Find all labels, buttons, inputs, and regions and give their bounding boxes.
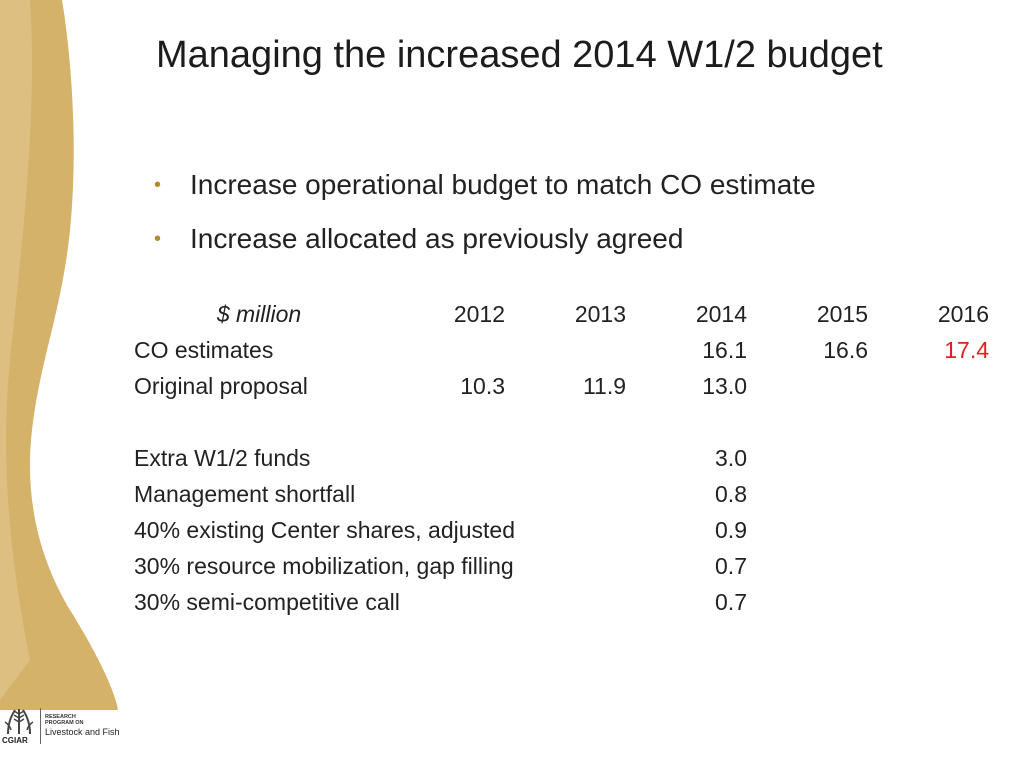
table-cell xyxy=(384,440,505,476)
slide-title: Managing the increased 2014 W1/2 budget xyxy=(156,34,883,76)
row-label: CO estimates xyxy=(134,337,274,363)
table-row-management-shortfall: Management shortfall 0.8 xyxy=(134,476,989,512)
table-cell xyxy=(747,512,868,548)
table-cell: 0.9 xyxy=(715,517,747,543)
table-cell-highlight: 17.4 xyxy=(944,337,989,363)
row-label: 40% existing Center shares, adjusted xyxy=(134,517,515,543)
table-cell xyxy=(868,584,989,620)
row-label: Extra W1/2 funds xyxy=(134,445,311,471)
table-cell xyxy=(868,512,989,548)
table-cell: 11.9 xyxy=(582,373,626,399)
table-cell xyxy=(747,584,868,620)
row-label: Management shortfall xyxy=(134,481,356,507)
table-cell xyxy=(505,404,626,440)
table-header-row: $ million 2012 2013 2014 2015 2016 xyxy=(134,296,989,332)
budget-table: $ million 2012 2013 2014 2015 2016 CO es… xyxy=(134,296,989,620)
table-cell: 0.7 xyxy=(715,589,747,615)
unit-header: $ million xyxy=(216,301,302,327)
bullet-item: • Increase allocated as previously agreed xyxy=(152,220,816,274)
bullet-text: Increase allocated as previously agreed xyxy=(190,223,684,254)
table-cell xyxy=(868,476,989,512)
table-cell xyxy=(747,368,868,404)
row-label: 30% semi-competitive call xyxy=(134,589,400,615)
table-cell xyxy=(626,404,747,440)
bullet-text: Increase operational budget to match CO … xyxy=(190,169,816,200)
table-cell xyxy=(747,548,868,584)
table-row-resource-mobilization: 30% resource mobilization, gap filling 0… xyxy=(134,548,989,584)
year-header: 2014 xyxy=(695,301,747,327)
table-cell: 16.6 xyxy=(823,337,868,363)
table-row-extra-funds: Extra W1/2 funds 3.0 xyxy=(134,440,989,476)
table-cell xyxy=(384,404,505,440)
table-cell xyxy=(747,476,868,512)
table-cell: 10.3 xyxy=(460,373,505,399)
table-cell: 3.0 xyxy=(715,445,747,471)
year-header: 2012 xyxy=(453,301,505,327)
row-label xyxy=(134,404,384,440)
year-header: 2015 xyxy=(816,301,868,327)
table-row-semi-competitive-call: 30% semi-competitive call 0.7 xyxy=(134,584,989,620)
program-logo: CGIAR RESEARCH PROGRAM ON Livestock and … xyxy=(0,702,130,752)
table-cell xyxy=(747,440,868,476)
table-row-co-estimates: CO estimates 16.1 16.6 17.4 xyxy=(134,332,989,368)
program-name: Livestock and Fish xyxy=(45,727,120,737)
wheat-leaf-logo-icon xyxy=(4,709,34,735)
year-header: 2016 xyxy=(937,301,989,327)
row-label: Original proposal xyxy=(134,373,308,399)
table-row-original-proposal: Original proposal 10.3 11.9 13.0 xyxy=(134,368,989,404)
table-cell: 0.8 xyxy=(715,481,747,507)
table-cell xyxy=(868,368,989,404)
table-row-spacer xyxy=(134,404,989,440)
row-label: 30% resource mobilization, gap filling xyxy=(134,553,514,579)
table-cell xyxy=(747,404,868,440)
table-row-center-shares: 40% existing Center shares, adjusted 0.9 xyxy=(134,512,989,548)
bullet-icon: • xyxy=(154,228,162,250)
table-cell xyxy=(868,548,989,584)
table-cell xyxy=(868,440,989,476)
table-cell: 13.0 xyxy=(702,373,747,399)
decorative-side-band xyxy=(0,0,118,710)
bullet-icon: • xyxy=(154,174,162,196)
cgiar-wordmark: CGIAR xyxy=(2,736,28,745)
logo-divider xyxy=(40,708,41,744)
year-header: 2013 xyxy=(574,301,626,327)
table-cell: 16.1 xyxy=(702,337,747,363)
bullet-item: • Increase operational budget to match CO… xyxy=(152,166,816,220)
table-cell xyxy=(384,332,505,368)
bullet-list: • Increase operational budget to match CO… xyxy=(152,166,816,274)
program-caption: RESEARCH PROGRAM ON xyxy=(45,714,84,726)
table-cell xyxy=(868,404,989,440)
table-cell xyxy=(505,332,626,368)
table-cell: 0.7 xyxy=(715,553,747,579)
table-cell xyxy=(505,440,626,476)
